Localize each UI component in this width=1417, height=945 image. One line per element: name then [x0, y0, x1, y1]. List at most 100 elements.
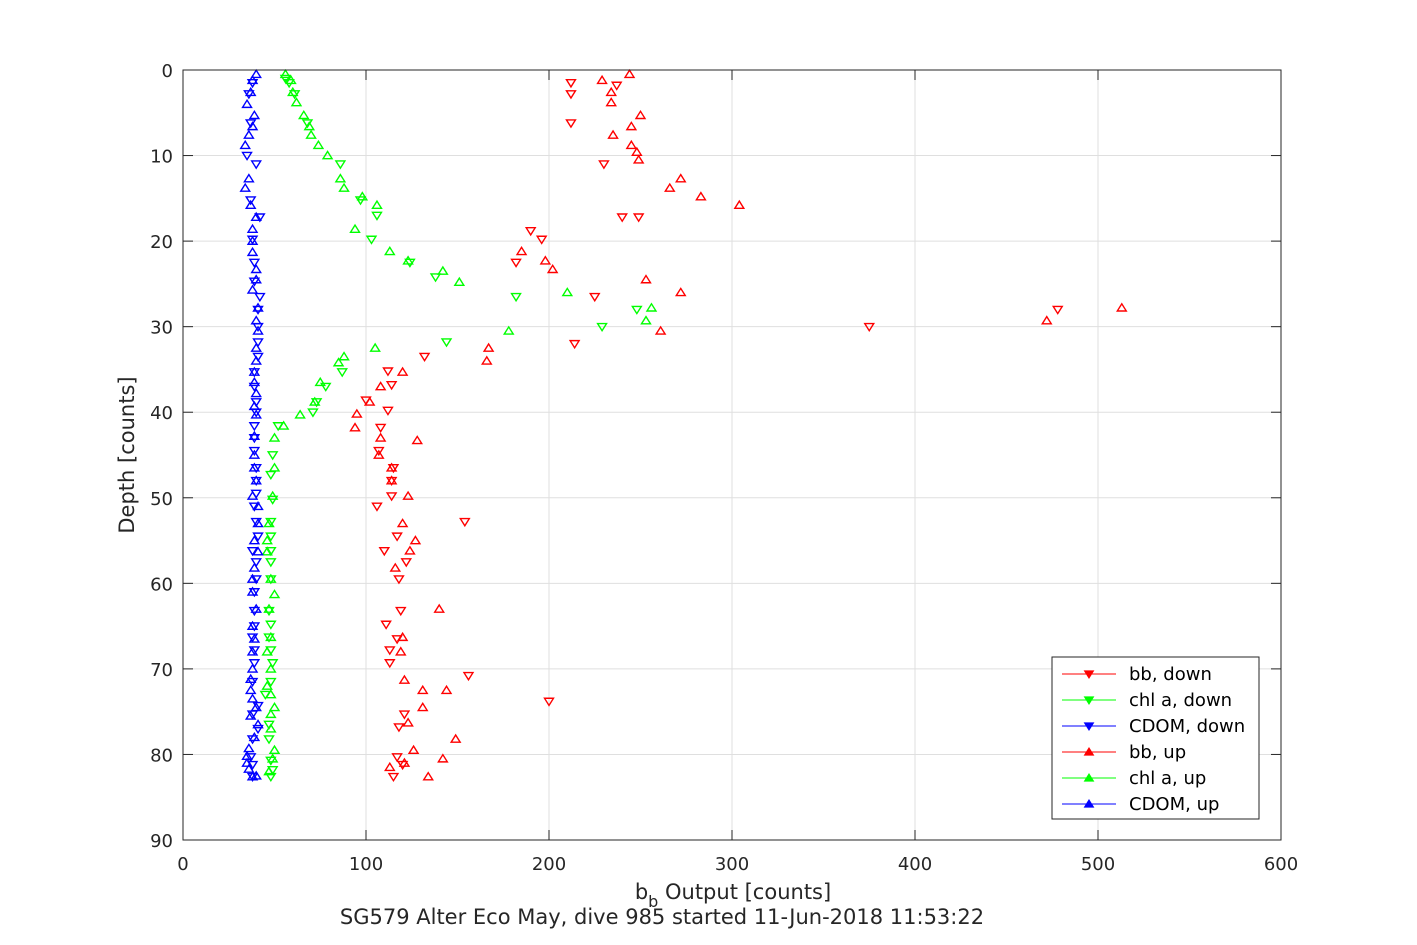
data-point — [404, 545, 416, 555]
data-point — [248, 535, 261, 545]
data-point — [250, 475, 262, 485]
data-point — [654, 325, 667, 335]
data-point — [263, 603, 275, 613]
data-point — [250, 160, 262, 170]
data-point — [418, 352, 431, 362]
data-point — [338, 182, 350, 192]
data-point — [261, 535, 273, 545]
data-point — [250, 388, 262, 398]
data-point — [481, 355, 493, 365]
x-axis-label-rest: Output [counts] — [658, 880, 831, 904]
series-0 — [360, 78, 1064, 783]
y-tick-label: 20 — [150, 232, 173, 253]
data-point — [535, 235, 548, 245]
data-point — [393, 723, 405, 733]
data-point — [398, 710, 411, 720]
data-point — [400, 558, 413, 568]
data-point — [380, 620, 392, 630]
data-point — [268, 744, 281, 755]
data-point — [298, 109, 310, 120]
data-point — [265, 689, 277, 699]
data-point — [248, 731, 261, 742]
data-point — [369, 342, 381, 352]
legend[interactable]: bb, down chl a, down CDOM, down bb, up chl a… — [1051, 656, 1260, 820]
data-point — [321, 150, 334, 160]
data-point — [664, 182, 676, 192]
data-point — [510, 292, 522, 303]
data-point — [265, 708, 277, 719]
data-point — [246, 284, 259, 294]
legend-entry: bb, up — [1062, 742, 1186, 763]
y-tick-label: 60 — [150, 574, 173, 595]
data-point — [607, 129, 619, 139]
data-point — [365, 235, 378, 245]
data-point — [250, 517, 262, 528]
data-point — [252, 724, 264, 735]
data-point — [248, 430, 261, 441]
data-point — [244, 753, 257, 763]
y-tick-label: 50 — [150, 489, 173, 510]
data-point — [246, 223, 259, 233]
data-point — [524, 226, 537, 237]
legend-label: chl a, up — [1129, 768, 1206, 789]
y-axis-label: Depth [counts] — [115, 376, 139, 533]
data-point — [246, 546, 259, 557]
data-point — [246, 573, 259, 583]
data-point — [248, 462, 261, 472]
data-point — [623, 68, 636, 79]
data-point — [248, 258, 261, 268]
data-point — [250, 274, 262, 284]
data-point — [266, 753, 279, 763]
y-tick-label: 40 — [150, 403, 173, 424]
data-point — [598, 160, 610, 170]
x-axis-label: bb Output [counts] — [635, 880, 831, 911]
data-point — [250, 463, 262, 474]
data-point — [252, 302, 264, 312]
data-point — [416, 702, 429, 712]
data-point — [351, 408, 363, 418]
x-axis-ticks: 0 100 200 300 400 500 600 — [177, 70, 1298, 875]
x-tick-label: 500 — [1081, 854, 1115, 875]
figure-caption: SG579 Alter Eco May, dive 985 started 11… — [340, 905, 984, 929]
data-point — [250, 315, 262, 325]
data-point — [241, 757, 253, 767]
data-point — [263, 633, 275, 643]
data-point — [395, 606, 407, 617]
data-point — [248, 434, 261, 444]
data-point — [265, 620, 277, 630]
data-point — [437, 753, 449, 763]
y-tick-label: 10 — [150, 147, 173, 168]
data-point — [546, 263, 559, 274]
data-point — [241, 151, 253, 161]
legend-label: bb, down — [1129, 664, 1212, 685]
x-tick-label: 400 — [898, 854, 932, 875]
x-tick-label: 300 — [715, 854, 749, 875]
legend-marker — [1083, 773, 1095, 782]
data-point — [462, 671, 475, 682]
data-point — [261, 546, 273, 556]
x-axis-label-main: b — [635, 880, 648, 904]
data-point — [268, 589, 281, 599]
data-point — [252, 338, 264, 348]
data-point — [250, 702, 262, 712]
data-point — [244, 199, 257, 210]
data-point — [239, 139, 251, 150]
data-point — [252, 325, 264, 335]
data-point — [510, 258, 522, 268]
data-point — [385, 462, 398, 472]
series-5 — [239, 68, 264, 781]
data-point — [250, 342, 262, 352]
data-point — [246, 663, 259, 673]
data-point — [250, 575, 262, 585]
data-point — [437, 265, 449, 275]
data-point — [378, 546, 391, 557]
data-point — [625, 139, 638, 150]
data-point — [733, 199, 746, 210]
data-point — [268, 432, 281, 442]
data-point — [246, 620, 259, 630]
data-point — [371, 199, 383, 210]
data-point — [389, 562, 402, 572]
y-tick-label: 70 — [150, 660, 173, 681]
data-point — [640, 274, 652, 284]
data-point — [266, 659, 279, 669]
